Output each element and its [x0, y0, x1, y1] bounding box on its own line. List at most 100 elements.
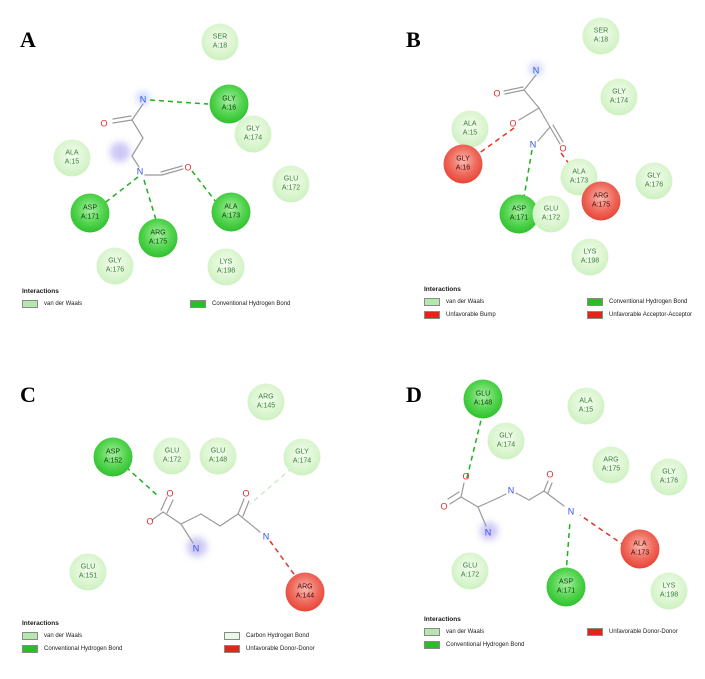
residue-name: ARG — [258, 393, 274, 401]
residue-number: A:152 — [103, 457, 123, 464]
residue-name: ASP — [105, 448, 120, 456]
residue-glu-a172: GLU A:172 — [451, 552, 489, 590]
ligand-bond — [112, 119, 133, 124]
ligand-bond — [477, 506, 487, 527]
residue-name: GLY — [456, 155, 470, 163]
nitrogen-atom-label: N — [568, 506, 575, 516]
ligand-bond — [497, 493, 507, 499]
ligand-bond — [543, 480, 549, 492]
residue-gly-a176: GLY A:176 — [650, 458, 688, 496]
residue-gly-a16: GLY A:16 — [209, 84, 249, 124]
residue-number: A:172 — [460, 571, 480, 578]
residue-gly-a174: GLY A:174 — [234, 115, 272, 153]
residue-ala-a173: ALA A:173 — [620, 529, 660, 569]
residue-name: GLY — [499, 432, 513, 440]
legend-swatch-vdw — [22, 632, 38, 640]
residue-name: ASP — [511, 205, 526, 213]
ligand-bond — [449, 496, 462, 505]
legend-item-unfavorable: Unfavorable Bump — [424, 311, 496, 319]
nitrogen-atom-label: N — [533, 65, 540, 75]
residue-number: A:173 — [569, 177, 589, 184]
legend-item-vdw: van der Waals — [424, 628, 484, 636]
nitrogen-atom-label: N — [485, 527, 492, 537]
residue-arg-a144: ARG A:144 — [285, 572, 325, 612]
residue-gly-a176: GLY A:176 — [635, 162, 673, 200]
legend-swatch-vdw — [22, 300, 38, 308]
legend-swatch-vdw — [424, 298, 440, 306]
residue-gly-a16: GLY A:16 — [443, 144, 483, 184]
nitrogen-atom-label: N — [508, 485, 515, 495]
oxygen-atom-label: O — [100, 118, 107, 128]
residue-asp-a171: ASP A:171 — [546, 567, 586, 607]
legend-label: Conventional Hydrogen Bond — [44, 646, 123, 652]
residue-number: A:171 — [80, 213, 100, 220]
legend-item-unfavorable: Unfavorable Donor-Donor — [587, 628, 678, 636]
ligand-bond — [547, 482, 553, 494]
residue-name: GLY — [662, 468, 676, 476]
legend-label: Unfavorable Donor-Donor — [246, 646, 315, 652]
residue-name: ARG — [593, 192, 609, 200]
panel-label-B: B — [406, 27, 421, 52]
residue-name: ARG — [603, 456, 619, 464]
ligand-bond — [242, 500, 250, 517]
interaction-hbond-line — [101, 176, 139, 206]
oxygen-atom-label: O — [166, 488, 173, 498]
nitrogen-atom-label: N — [140, 94, 147, 104]
legend-label: Conventional Hydrogen Bond — [609, 299, 688, 305]
residue-arg-a175: ARG A:175 — [138, 218, 178, 258]
residue-name: GLU — [80, 563, 96, 571]
legend-swatch-unfavorable — [224, 645, 240, 653]
residue-name: ALA — [579, 397, 593, 405]
ligand-glow — [187, 537, 207, 557]
residue-name: ASP — [82, 204, 97, 212]
residue-name: LYS — [662, 582, 676, 590]
ligand-bond — [543, 490, 565, 507]
ligand-bond — [161, 168, 184, 176]
ligand-bond — [523, 89, 540, 109]
residue-name: ARG — [150, 229, 166, 237]
ligand-bond — [237, 498, 245, 515]
residue-name: ALA — [224, 203, 238, 211]
legend-swatch-unfavorable — [424, 311, 440, 319]
oxygen-atom-label: O — [493, 88, 500, 98]
residue-lys-a198: LYS A:198 — [650, 572, 688, 610]
panel-label-C: C — [20, 382, 36, 407]
residue-name: ALA — [463, 120, 477, 128]
interaction-hbond-line — [565, 520, 571, 575]
interaction-carbon_hbond-line — [249, 467, 293, 505]
legend-swatch-vdw — [424, 628, 440, 636]
residue-number: A:172 — [541, 214, 561, 221]
oxygen-atom-label: O — [184, 162, 191, 172]
legend-label: van der Waals — [446, 299, 485, 305]
residue-number: A:198 — [216, 267, 236, 274]
residue-ser-a18: SER A:18 — [582, 17, 620, 55]
legend-swatch-hbond — [424, 641, 440, 649]
residue-ser-a18: SER A:18 — [201, 23, 239, 61]
residue-number: A:172 — [162, 456, 182, 463]
nitrogen-atom-label: N — [193, 543, 200, 553]
ligand-bond — [237, 513, 261, 533]
ligand-bond — [200, 513, 221, 527]
ligand-bond — [504, 89, 525, 95]
residue-name: GLU — [283, 175, 299, 183]
residue-name: GLU — [475, 390, 491, 398]
residue-number: A:174 — [496, 441, 516, 448]
legend-swatch-unfavorable — [587, 311, 603, 319]
residue-glu-a172: GLU A:172 — [153, 437, 191, 475]
residue-arg-a175: ARG A:175 — [581, 181, 621, 221]
ligand-bond — [460, 496, 479, 508]
residue-name: ARG — [297, 583, 313, 591]
legend-item-hbond: Conventional Hydrogen Bond — [190, 300, 290, 308]
residue-number: A:15 — [462, 129, 478, 136]
ligand-bond — [537, 126, 551, 142]
ligand-bond — [460, 482, 465, 498]
residue-lys-a198: LYS A:198 — [571, 238, 609, 276]
legend-swatch-hbond — [190, 300, 206, 308]
ligand-bond — [515, 492, 530, 501]
nitrogen-atom-label: N — [263, 531, 270, 541]
residue-name: SER — [593, 27, 609, 35]
ligand-bond — [180, 513, 202, 525]
residue-name: GLU — [164, 447, 180, 455]
legend-item-hbond: Conventional Hydrogen Bond — [424, 641, 524, 649]
legend-label: Unfavorable Bump — [446, 312, 496, 318]
